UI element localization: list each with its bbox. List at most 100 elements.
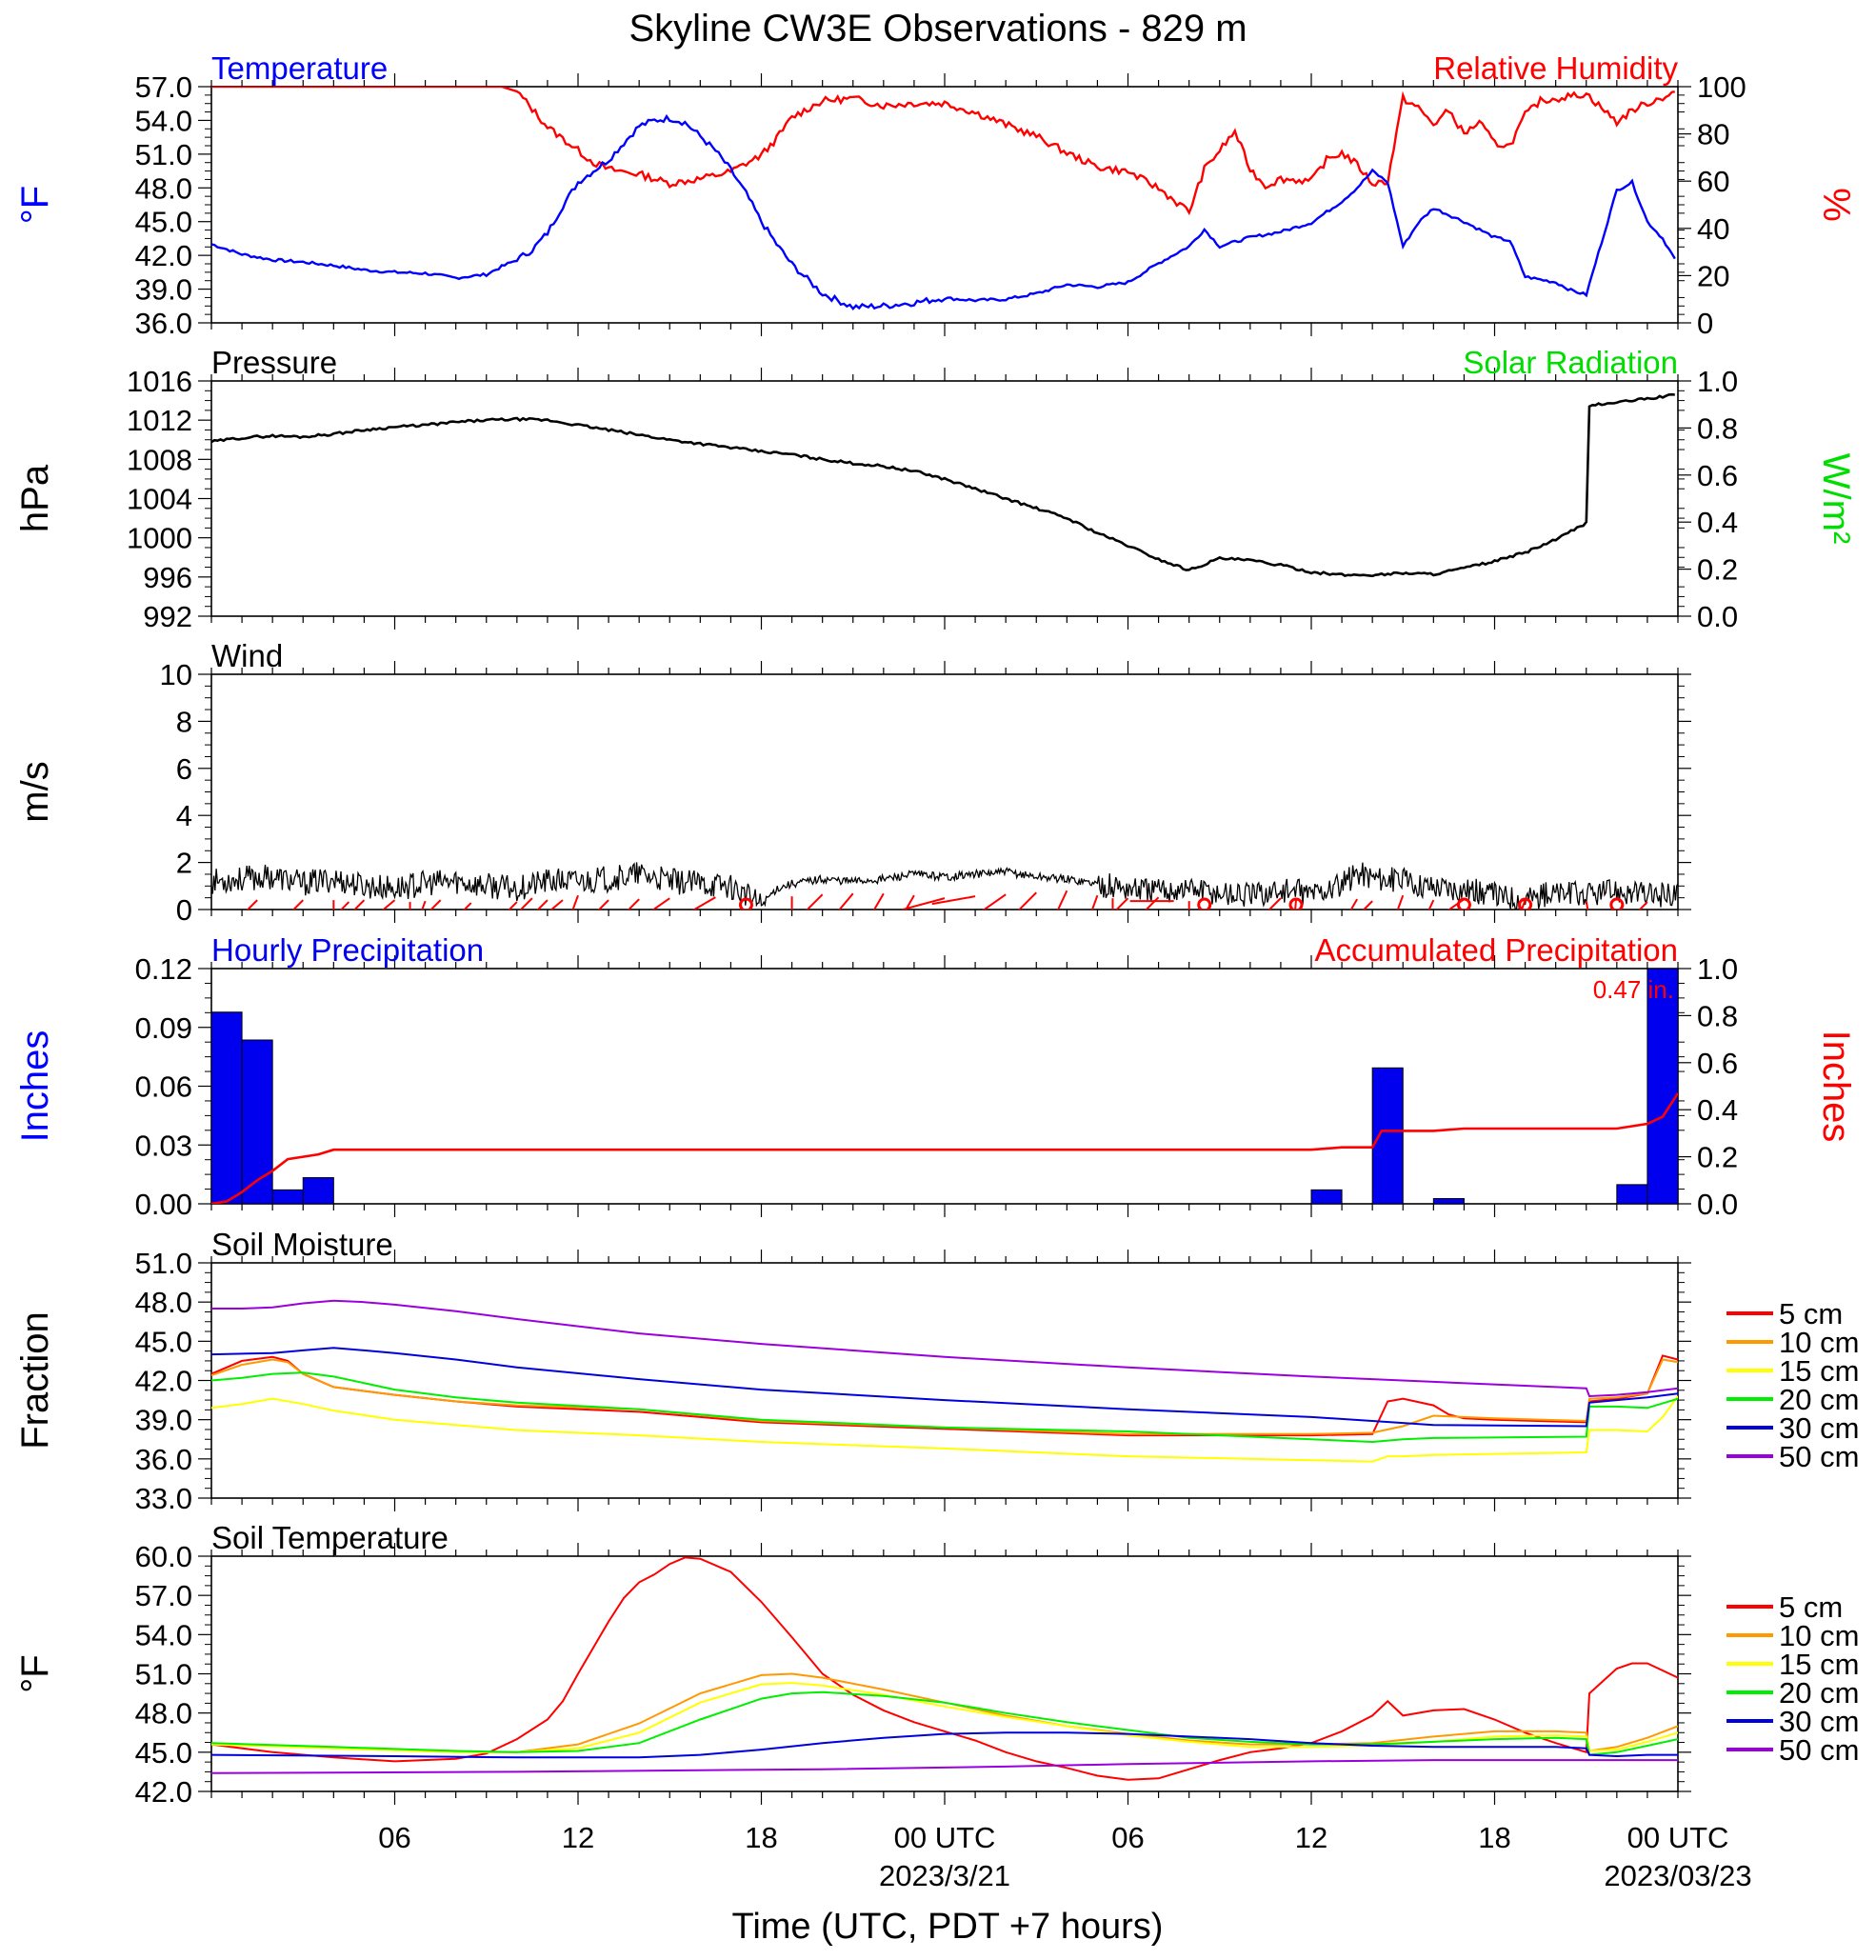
calm-wind-marker bbox=[1609, 897, 1625, 910]
accumulated-precip-line bbox=[211, 1092, 1678, 1204]
legend-label: 10 cm bbox=[1779, 1326, 1859, 1359]
plot-data bbox=[211, 87, 1676, 311]
wind-barb bbox=[1294, 900, 1297, 910]
calm-wind-marker bbox=[1197, 897, 1212, 910]
legend-label: 50 cm bbox=[1779, 1440, 1859, 1473]
x-tick-date-label: 2023/3/21 bbox=[879, 1859, 1010, 1892]
y-tick-label: 1004 bbox=[127, 483, 192, 516]
wind-barb bbox=[421, 900, 427, 910]
precip-bar bbox=[211, 1011, 243, 1204]
y2-axis-unit: W/m² bbox=[1815, 453, 1857, 545]
soil-line-15cm bbox=[211, 1395, 1678, 1463]
y2-tick-label: 0.2 bbox=[1697, 553, 1738, 587]
temperature-line bbox=[211, 113, 1676, 311]
y2-tick-label: 0.6 bbox=[1697, 1047, 1738, 1080]
y-tick-label: 0.12 bbox=[135, 952, 192, 986]
soil-line-5cm bbox=[211, 1556, 1678, 1781]
y-tick-label: 1000 bbox=[127, 522, 192, 555]
soil-line-10cm bbox=[211, 1358, 1678, 1435]
y-tick-label: 0 bbox=[176, 893, 192, 927]
wind-barb bbox=[463, 902, 472, 910]
precip-bar bbox=[302, 1177, 334, 1204]
wind-barb bbox=[597, 899, 609, 910]
x-tick-label: 06 bbox=[378, 1821, 410, 1854]
y2-tick-label: 20 bbox=[1697, 259, 1729, 292]
y-tick-label: 54.0 bbox=[135, 104, 192, 137]
y-tick-label: 1016 bbox=[127, 365, 192, 398]
wind-barb bbox=[872, 892, 885, 910]
y-tick-label: 4 bbox=[176, 799, 192, 832]
y-tick-label: 45.0 bbox=[135, 1736, 192, 1770]
y-axis-unit: hPa bbox=[14, 464, 56, 532]
panel-title-left: Pressure bbox=[211, 345, 337, 380]
y-tick-label: 48.0 bbox=[135, 171, 192, 205]
y-tick-label: 54.0 bbox=[135, 1618, 192, 1651]
plot-data bbox=[211, 862, 1678, 910]
y2-tick-label: 40 bbox=[1697, 212, 1729, 246]
legend-label: 50 cm bbox=[1779, 1733, 1859, 1767]
y-tick-label: 42.0 bbox=[135, 239, 192, 272]
legend-label: 5 cm bbox=[1779, 1590, 1843, 1624]
precip-bar bbox=[1371, 1067, 1404, 1204]
calm-wind-marker bbox=[1456, 897, 1471, 910]
y-tick-label: 42.0 bbox=[135, 1775, 192, 1809]
y-tick-label: 45.0 bbox=[135, 206, 192, 239]
wind-barb bbox=[1090, 894, 1099, 910]
panel-title-left: Temperature bbox=[211, 50, 388, 86]
x-tick-label: 18 bbox=[1478, 1821, 1510, 1854]
y-tick-label: 10 bbox=[160, 658, 192, 691]
x-tick-label: 00 UTC bbox=[894, 1821, 996, 1854]
y-tick-label: 0.09 bbox=[135, 1011, 192, 1045]
wind-barb bbox=[838, 892, 854, 910]
legend-label: 30 cm bbox=[1779, 1705, 1859, 1738]
wind-barb bbox=[1115, 897, 1129, 910]
x-axis-label: Time (UTC, PDT +7 hours) bbox=[732, 1907, 1164, 1947]
wind-speed-line bbox=[211, 862, 1678, 910]
wind-barb bbox=[1349, 898, 1358, 910]
wind-barb bbox=[519, 897, 533, 910]
legend-label: 20 cm bbox=[1779, 1676, 1859, 1710]
calm-wind-marker bbox=[1288, 897, 1304, 910]
y-tick-label: 6 bbox=[176, 752, 192, 786]
y2-tick-label: 100 bbox=[1697, 70, 1746, 104]
y2-tick-label: 60 bbox=[1697, 165, 1729, 198]
panel-title-left: Soil Temperature bbox=[211, 1520, 449, 1555]
plot-data bbox=[211, 969, 1678, 1204]
panel-pressure: 1016 1012 1008 1004 1000 996 992 1.0 0.8 0.6 0.4 0.… bbox=[14, 345, 1857, 633]
y-tick-label: 0.00 bbox=[135, 1188, 192, 1221]
x-tick-label: 06 bbox=[1111, 1821, 1144, 1854]
panel-wind: 10 8 6 4 2 0 Wind m/s bbox=[14, 638, 1691, 927]
y-tick-label: 0.06 bbox=[135, 1070, 192, 1104]
y2-tick-label: 0.8 bbox=[1697, 999, 1738, 1032]
y-tick-label: 42.0 bbox=[135, 1365, 192, 1398]
wind-barb bbox=[340, 901, 350, 910]
y-tick-label: 33.0 bbox=[135, 1482, 192, 1515]
y2-tick-label: 0 bbox=[1697, 307, 1713, 340]
y-tick-label: 2 bbox=[176, 847, 192, 880]
wind-barb bbox=[1362, 900, 1373, 910]
precip-bar bbox=[271, 1189, 304, 1204]
y-tick-label: 996 bbox=[143, 561, 192, 594]
panel-title-left: Hourly Precipitation bbox=[211, 932, 484, 968]
panel-title-right: Accumulated Precipitation bbox=[1314, 932, 1678, 968]
panel-soil_moisture: 51.0 48.0 45.0 42.0 39.0 36.0 33.0 Soil Moistur… bbox=[14, 1227, 1859, 1515]
panel-title-right: Relative Humidity bbox=[1433, 50, 1678, 86]
wind-barb bbox=[1267, 897, 1282, 910]
wind-barb bbox=[429, 899, 442, 910]
y-axis-unit: °F bbox=[14, 186, 56, 224]
x-tick-label: 12 bbox=[562, 1821, 594, 1854]
wind-barb bbox=[905, 894, 915, 910]
x-tick-label: 00 UTC bbox=[1627, 1821, 1729, 1854]
y-tick-label: 1012 bbox=[127, 404, 192, 437]
soil-line-20cm bbox=[211, 1690, 1678, 1756]
wind-barb bbox=[1427, 899, 1435, 910]
y2-tick-label: 0.4 bbox=[1697, 506, 1738, 539]
wind-barb bbox=[627, 898, 640, 910]
wind-barb bbox=[571, 894, 579, 910]
plot-data bbox=[211, 1299, 1678, 1463]
soil-line-15cm bbox=[211, 1682, 1678, 1753]
precip-bar bbox=[1616, 1184, 1648, 1204]
soil-line-30cm bbox=[211, 1731, 1678, 1759]
